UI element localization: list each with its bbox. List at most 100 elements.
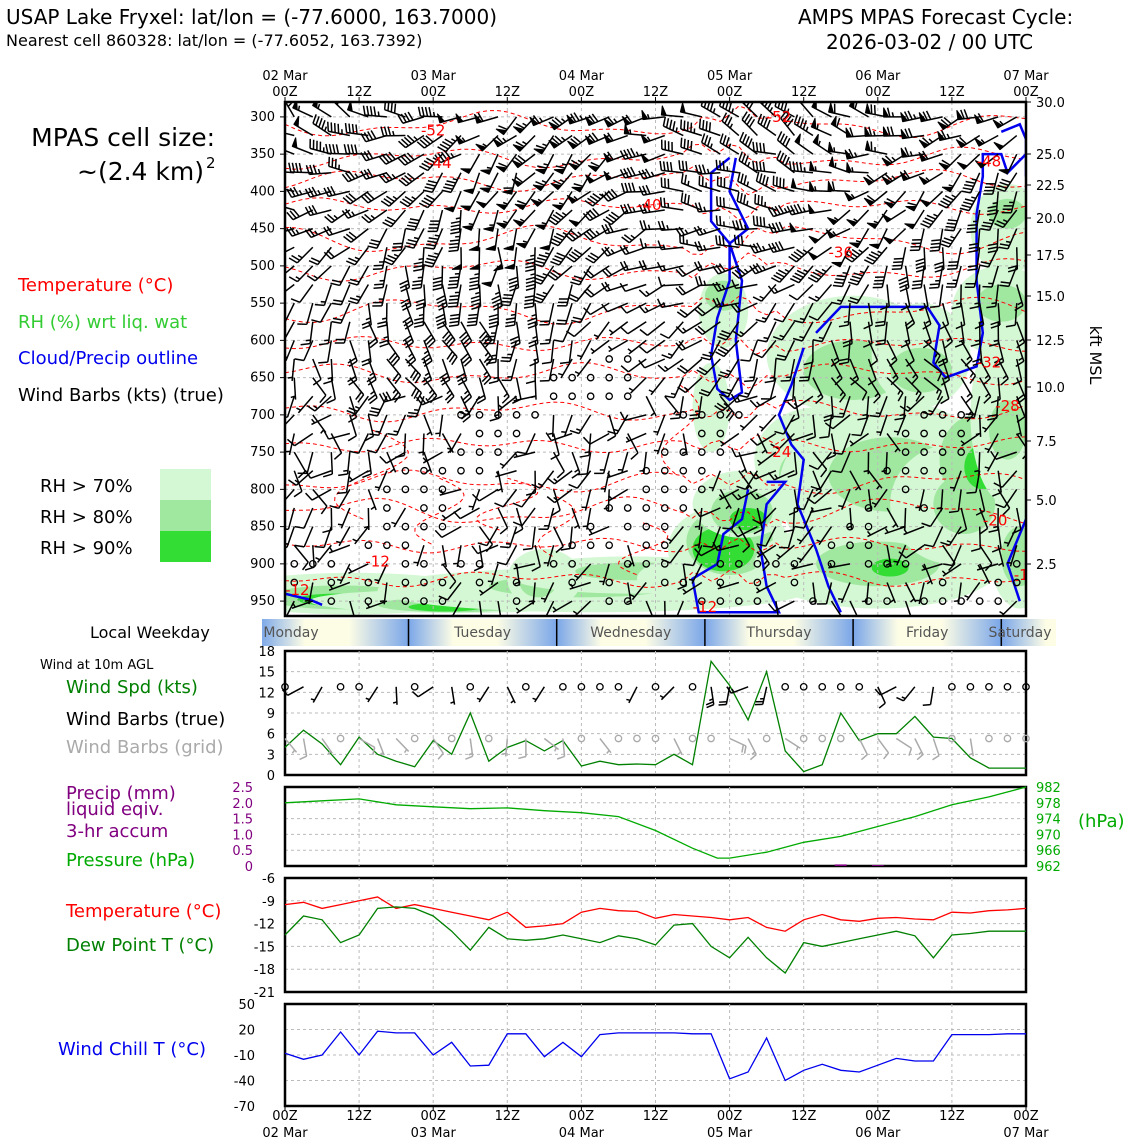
barb-feather (281, 689, 289, 696)
barb-feather (550, 454, 560, 460)
barb-feather (488, 380, 499, 385)
wind-barb (812, 321, 833, 343)
barb-staff (620, 451, 629, 474)
barb-staff (977, 228, 981, 251)
wind-barb (540, 600, 555, 616)
wind-barb (899, 395, 925, 412)
barb-staff (960, 303, 966, 325)
wind-barb (360, 130, 388, 143)
barb-half (756, 459, 762, 464)
wind-barb (712, 281, 740, 292)
wind-barb (583, 283, 610, 298)
wind-barb (318, 321, 333, 346)
barb-feather (900, 305, 910, 311)
wind-barb (938, 578, 947, 587)
wind-barb (346, 395, 369, 415)
barb-staff (477, 265, 481, 288)
wind-barb (291, 137, 314, 155)
barb-staff (914, 738, 924, 755)
barb-flag (937, 130, 946, 141)
barb-feather (742, 93, 747, 101)
barb-feather (662, 161, 666, 171)
barb-staff (656, 433, 666, 455)
barb-feather (999, 181, 1009, 187)
barb-feather (308, 260, 319, 266)
barb-staff (328, 581, 351, 591)
barb-staff (738, 526, 751, 547)
barb-feather (657, 220, 663, 231)
barb-staff (451, 600, 462, 616)
barb-feather (715, 351, 725, 358)
barb-staff (842, 396, 851, 418)
wind-barb (697, 429, 706, 438)
wind-barb (920, 429, 928, 438)
barb-half (776, 553, 781, 558)
wind-barb (904, 340, 915, 367)
wind-barb (738, 470, 753, 490)
wind-barb (438, 582, 462, 601)
calm-circle (586, 522, 595, 531)
barb-feather (368, 337, 377, 346)
wind-barb (312, 114, 332, 137)
barb-feather (364, 435, 374, 442)
barb-flag (974, 137, 985, 147)
barb-staff (781, 321, 796, 341)
barb-feather (659, 333, 670, 339)
barb-feather (951, 305, 961, 310)
barb-feather (697, 261, 703, 271)
wind-barb (567, 134, 592, 150)
isotherm (285, 362, 1026, 389)
barb-half (317, 189, 321, 195)
calm-circle (401, 541, 410, 550)
barb-feather (306, 275, 316, 282)
barb-half (903, 528, 908, 534)
barb-staff (349, 600, 355, 616)
barb-feather (878, 702, 886, 709)
wind-barb (698, 377, 721, 397)
barb-feather (537, 165, 547, 169)
barb-staff (1016, 433, 1026, 449)
wind-barb (516, 228, 536, 249)
barb-staff (356, 284, 370, 304)
wind-barb-grid (799, 734, 808, 743)
barb-feather (719, 215, 722, 226)
barb-feather (765, 176, 769, 187)
barb-feather (631, 182, 636, 193)
barb-feather (525, 257, 535, 262)
barb-feather (698, 391, 709, 397)
barb-half (315, 557, 321, 561)
wind-barb-true (559, 682, 567, 691)
wind-barb (285, 188, 295, 193)
barb-staff (608, 488, 629, 502)
barb-half (991, 302, 997, 305)
barb-feather (564, 234, 574, 242)
wind-barb (458, 395, 481, 416)
barb-feather (981, 224, 992, 228)
barb-staff (606, 470, 628, 479)
barb-staff (588, 525, 610, 536)
barb-staff (682, 265, 703, 278)
barb-feather (943, 563, 953, 567)
barb-staff (850, 432, 869, 447)
barb-staff (923, 247, 926, 270)
barb-feather (523, 305, 534, 309)
barb-flag (900, 112, 909, 123)
wind-barb (806, 414, 817, 441)
wind-barb (391, 228, 407, 252)
calm-circle (790, 578, 799, 587)
wind-barb (960, 432, 981, 447)
barb-feather (494, 502, 504, 508)
cloud-outline (1000, 122, 1026, 177)
barb-feather (592, 193, 602, 200)
barb-feather (512, 521, 523, 527)
barb-feather (426, 194, 436, 201)
wind-barb (638, 168, 665, 180)
barb-feather (439, 372, 448, 379)
barb-staff (812, 414, 817, 437)
wind-barb (788, 161, 814, 174)
wind-barb (716, 560, 725, 568)
barb-feather (744, 379, 754, 383)
barb-flag (552, 204, 564, 211)
barb-feather (702, 119, 705, 130)
wind-barb (768, 221, 795, 234)
